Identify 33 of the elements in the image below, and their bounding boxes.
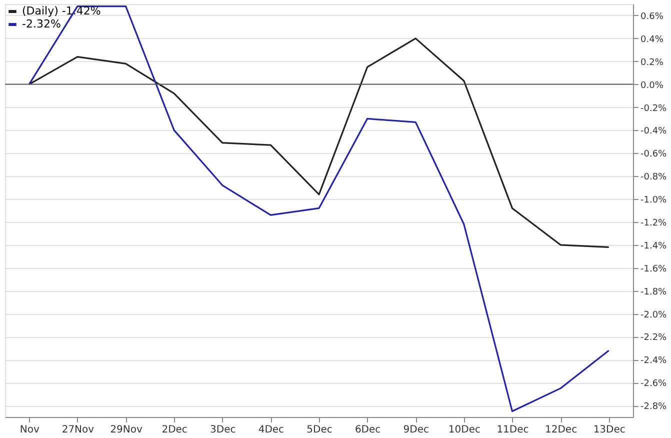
x-tick-label: 9Dec	[403, 424, 429, 436]
y-tick-label: 0.6%	[640, 12, 664, 22]
y-tick-label: -1.4%	[640, 241, 668, 252]
x-tick-label: 29Nov	[110, 424, 142, 436]
y-tick-label: -0.8%	[640, 172, 668, 183]
y-tick-label: -2.6%	[640, 379, 668, 390]
x-tick-label: 3Dec	[210, 424, 236, 436]
y-tick-label: -0.4%	[640, 126, 668, 137]
y-tick-label: -1.6%	[640, 264, 668, 274]
line-series	[28, 38, 610, 248]
x-tick-label: 5Dec	[306, 424, 332, 436]
y-tick-label: 0.0%	[640, 80, 664, 91]
x-tick-label: 2Dec	[162, 424, 188, 436]
y-tick-label: -0.6%	[640, 150, 668, 160]
x-tick-label: 27Nov	[62, 424, 94, 436]
y-tick-label: -2.4%	[640, 356, 668, 366]
x-tick-label: 6Dec	[354, 424, 381, 436]
x-tick-label: 10Dec	[448, 424, 480, 436]
x-tick-label: 13Dec	[593, 424, 626, 436]
y-tick-label: -2.2%	[640, 333, 668, 344]
y-tick-label: 0.2%	[640, 58, 664, 68]
y-tick-label: -1.2%	[640, 218, 668, 228]
y-tick-label: -0.2%	[640, 104, 668, 114]
y-tick-label: -2.0%	[640, 310, 668, 320]
y-tick-label: 0.4%	[640, 34, 664, 45]
x-tick-label: 12Dec	[545, 424, 578, 436]
y-tick-label: -1.0%	[640, 196, 668, 206]
y-tick-label: -2.8%	[640, 402, 668, 412]
legend-label: -2.32%	[22, 18, 61, 30]
x-tick-label: 11Dec	[496, 424, 529, 436]
x-tick-label: 4Dec	[258, 424, 284, 436]
x-tick-label: Nov	[20, 424, 40, 436]
y-tick-label: -1.8%	[640, 287, 668, 298]
